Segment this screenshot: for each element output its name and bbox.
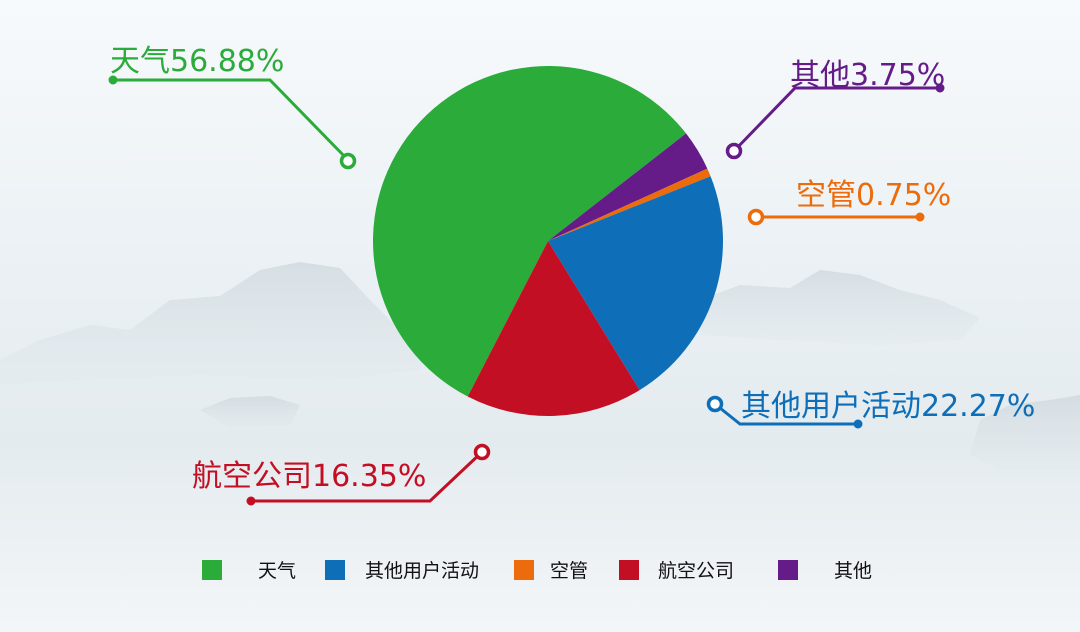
slice-labels: 天气56.88% 其他3.75% 空管0.75% 其他用户活动22.27% 航空… [110, 44, 1035, 494]
background-rocks [0, 262, 1080, 470]
legend-label-other: 其他 [834, 560, 872, 582]
legend-swatch-other [778, 560, 798, 580]
pie-slice-other [548, 133, 708, 241]
leader-line-user-activity [706, 395, 863, 429]
label-airline: 航空公司16.35% [192, 459, 426, 494]
leader-line-weather [108, 75, 357, 170]
pie-slice-airline [467, 241, 640, 417]
leader-lines [108, 75, 945, 506]
legend-label-atc: 空管 [550, 560, 588, 582]
pie-slice-user-activity [548, 176, 724, 391]
legend-swatch-weather [202, 560, 222, 580]
pie-slice-atc [548, 168, 711, 241]
legend-label-weather: 天气 [258, 560, 296, 582]
label-user-activity: 其他用户活动22.27% [741, 389, 1035, 424]
legend-label-airline: 航空公司 [658, 560, 734, 582]
legend-swatch-atc [514, 560, 534, 580]
leader-line-airline [246, 443, 491, 506]
leader-line-other [725, 83, 945, 160]
pie-slice-weather [373, 66, 687, 397]
leader-line-atc [747, 208, 925, 226]
legend-swatch-airline [619, 560, 639, 580]
label-weather: 天气56.88% [110, 44, 284, 79]
legend-label-user-activity: 其他用户活动 [365, 560, 479, 582]
legend: 天气 其他用户活动 空管 航空公司 其他 [202, 560, 872, 582]
label-other: 其他3.75% [790, 58, 945, 93]
pie-slices [373, 66, 724, 417]
label-atc: 空管0.75% [796, 178, 951, 213]
legend-swatch-user-activity [325, 560, 345, 580]
